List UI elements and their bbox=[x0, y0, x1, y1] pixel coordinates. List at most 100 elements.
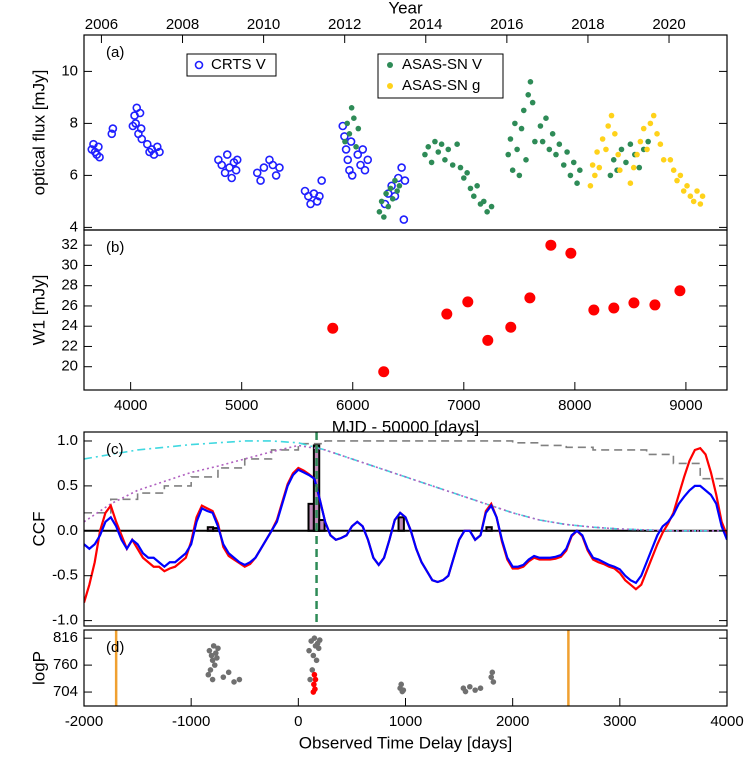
data-point bbox=[327, 322, 339, 334]
y-tick-label: 760 bbox=[53, 656, 78, 673]
x-tick-label: 3000 bbox=[603, 713, 636, 730]
x-tick-label: 9000 bbox=[669, 397, 702, 414]
data-point bbox=[108, 124, 118, 133]
data-point bbox=[640, 125, 647, 132]
data-point bbox=[525, 92, 532, 98]
data-point bbox=[596, 164, 603, 171]
data-point bbox=[392, 177, 398, 184]
data-point bbox=[394, 188, 400, 194]
y-tick-label: -0.5 bbox=[52, 567, 78, 584]
data-point bbox=[607, 172, 614, 179]
data-point bbox=[363, 155, 373, 165]
data-point bbox=[647, 120, 654, 127]
x-tick-label: 4000 bbox=[114, 397, 147, 414]
data-point bbox=[507, 136, 514, 142]
y-tick-label: -1.0 bbox=[52, 612, 78, 629]
legend-label: ASAS-SN V bbox=[402, 56, 482, 73]
data-point bbox=[464, 170, 470, 176]
data-point bbox=[637, 138, 644, 145]
x-axis-label: MJD - 50000 [days] bbox=[332, 417, 479, 436]
x-tick-label: 2000 bbox=[496, 713, 529, 730]
data-point bbox=[376, 209, 383, 215]
data-point bbox=[488, 674, 495, 680]
y-tick-label: 4 bbox=[70, 218, 78, 235]
data-point bbox=[514, 146, 520, 153]
panel-label: (c) bbox=[106, 441, 124, 458]
data-point bbox=[477, 685, 484, 692]
data-point bbox=[215, 645, 221, 652]
data-point bbox=[252, 168, 262, 178]
data-point bbox=[546, 146, 553, 153]
data-point bbox=[523, 157, 529, 163]
data-point bbox=[505, 151, 512, 158]
data-point bbox=[310, 652, 317, 659]
data-point bbox=[107, 129, 117, 139]
data-point bbox=[381, 214, 387, 220]
data-point bbox=[210, 643, 217, 649]
data-point bbox=[311, 635, 318, 641]
data-point bbox=[389, 196, 396, 202]
data-point bbox=[594, 149, 600, 155]
data-point bbox=[694, 188, 700, 194]
data-point bbox=[428, 159, 435, 166]
data-point bbox=[608, 302, 620, 314]
data-point bbox=[94, 142, 103, 152]
data-point bbox=[396, 183, 403, 189]
data-point bbox=[553, 151, 559, 158]
y-tick-label: 0.5 bbox=[57, 477, 78, 494]
x2-tick-label: 2010 bbox=[247, 16, 280, 33]
data-point bbox=[400, 687, 407, 693]
data-point bbox=[356, 160, 365, 170]
data-point bbox=[612, 131, 618, 137]
data-point bbox=[674, 177, 680, 184]
data-point bbox=[344, 120, 350, 127]
plot-frame bbox=[83, 229, 728, 391]
data-point bbox=[589, 162, 596, 168]
data-point bbox=[422, 151, 428, 158]
x2-axis-label: Year bbox=[388, 0, 423, 17]
data-point bbox=[627, 180, 634, 186]
data-point bbox=[259, 163, 269, 172]
data-point bbox=[524, 292, 536, 304]
data-point bbox=[480, 198, 487, 205]
panel: 1.0 0.5 0.0 -0.5 -1.0 CCF (c) bbox=[29, 431, 728, 629]
data-point bbox=[213, 650, 219, 656]
data-point bbox=[650, 112, 657, 119]
y-tick-label: 10 bbox=[61, 62, 78, 79]
data-point bbox=[355, 125, 362, 132]
data-point bbox=[560, 162, 567, 168]
data-point bbox=[489, 669, 496, 676]
data-point bbox=[353, 144, 359, 150]
data-point bbox=[577, 167, 583, 173]
data-point bbox=[152, 142, 162, 152]
ccf-line bbox=[84, 440, 727, 514]
data-point bbox=[470, 193, 477, 199]
data-point bbox=[135, 108, 145, 118]
y-tick-label: 32 bbox=[61, 236, 78, 253]
data-point bbox=[207, 667, 214, 673]
data-point bbox=[697, 201, 704, 207]
data-point bbox=[674, 285, 686, 297]
data-point bbox=[564, 149, 570, 155]
data-point bbox=[472, 687, 478, 693]
data-point bbox=[556, 141, 563, 147]
data-point bbox=[592, 172, 598, 179]
y-tick-label: 704 bbox=[53, 683, 78, 700]
x-axis-label: Observed Time Delay [days] bbox=[299, 733, 513, 752]
data-point bbox=[236, 676, 243, 683]
data-point bbox=[684, 183, 690, 189]
data-point bbox=[461, 175, 467, 181]
x-tick-label: 5000 bbox=[225, 397, 258, 414]
y-tick-label: 22 bbox=[61, 337, 78, 354]
data-point bbox=[341, 145, 351, 154]
data-point bbox=[383, 190, 389, 197]
data-point bbox=[527, 79, 534, 85]
data-point bbox=[347, 171, 357, 180]
x2-tick-label: 2020 bbox=[652, 16, 685, 33]
data-point bbox=[387, 185, 394, 192]
data-point bbox=[311, 671, 318, 678]
legend-box bbox=[186, 53, 277, 77]
y-axis-label: logP bbox=[29, 651, 48, 685]
data-point bbox=[353, 150, 363, 159]
